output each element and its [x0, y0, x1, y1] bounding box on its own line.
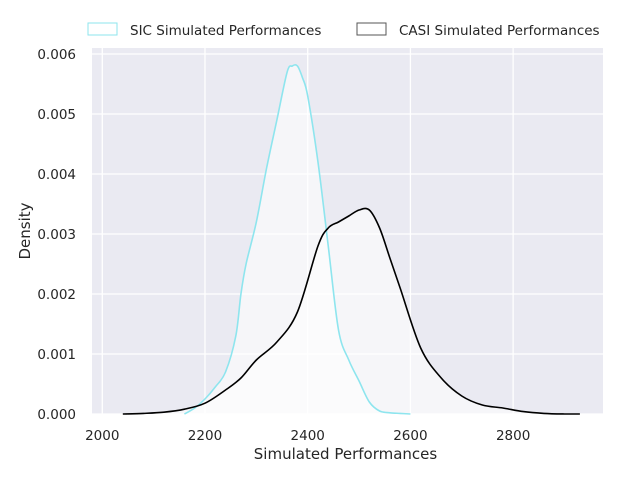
x-tick-label: 2000: [85, 428, 119, 444]
x-tick-label: 2800: [496, 428, 530, 444]
density-fills: [122, 64, 580, 414]
y-tick-label: 0.001: [37, 347, 76, 363]
y-tick-label: 0.004: [37, 167, 76, 183]
legend-label-sic: SIC Simulated Performances: [130, 23, 321, 39]
x-axis: 2000 2200 2400 2600 2800: [85, 428, 530, 444]
legend-label-casi: CASI Simulated Performances: [399, 23, 600, 39]
density-line-sic: [184, 64, 411, 415]
legend-swatch-casi: [356, 22, 387, 36]
legend-swatch-sic: [87, 22, 118, 36]
density-fill-casi: [122, 208, 580, 414]
x-tick-label: 2600: [393, 428, 427, 444]
density-line-casi: [122, 207, 580, 415]
legend: SIC Simulated Performances CASI Simulated…: [87, 22, 600, 39]
density-fill-sic: [184, 64, 411, 414]
density-lines: [122, 64, 580, 415]
y-axis: 0.000 0.001 0.002 0.003 0.004 0.005 0.006: [37, 47, 76, 423]
y-tick-label: 0.002: [37, 287, 76, 303]
y-tick-label: 0.000: [37, 407, 76, 423]
y-tick-label: 0.006: [37, 47, 76, 63]
y-axis-title: Density: [16, 202, 34, 259]
x-tick-label: 2400: [291, 428, 325, 444]
x-axis-title: Simulated Performances: [254, 445, 438, 463]
y-tick-label: 0.003: [37, 227, 76, 243]
y-tick-label: 0.005: [37, 107, 76, 123]
x-tick-label: 2200: [188, 428, 222, 444]
